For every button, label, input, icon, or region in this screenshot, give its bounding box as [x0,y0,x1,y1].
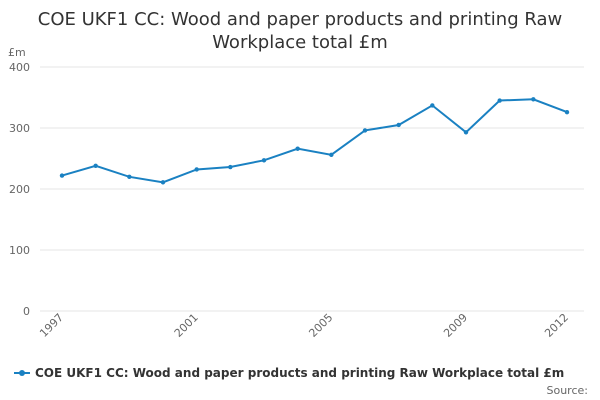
x-tick-label: 1997 [37,311,66,340]
y-tick-label: 0 [23,305,30,318]
y-axis-label: £m [8,46,26,59]
source-label: Source: [546,384,589,397]
data-point [261,158,267,163]
data-point [497,98,502,103]
x-tick-label: 2009 [441,311,470,340]
y-tick-label: 300 [9,122,30,135]
data-point [127,174,132,179]
data-point [295,146,300,151]
y-tick-label: 400 [9,61,30,74]
x-tick-label: 2005 [306,311,335,340]
data-point [228,164,233,170]
data-point [59,173,65,178]
data-point [564,109,570,115]
data-point [329,152,334,158]
series-line [61,98,568,184]
chart-title: COE UKF1 CC: Wood and paper products and… [37,9,563,53]
data-point [362,128,368,133]
data-point [396,122,401,128]
legend-swatch [14,369,30,376]
x-tick-label: 2012 [542,311,571,340]
data-point [463,130,469,135]
data-point [430,103,435,108]
data-point [93,163,98,169]
x-tick-label: 2001 [172,311,201,340]
legend[interactable]: COE UKF1 CC: Wood and paper products and… [14,366,564,380]
y-tick-label: 100 [9,244,30,257]
data-point [194,167,199,172]
data-point [160,180,166,185]
legend-label: COE UKF1 CC: Wood and paper products and… [35,366,565,380]
data-point [531,97,536,102]
y-tick-label: 200 [9,183,30,196]
